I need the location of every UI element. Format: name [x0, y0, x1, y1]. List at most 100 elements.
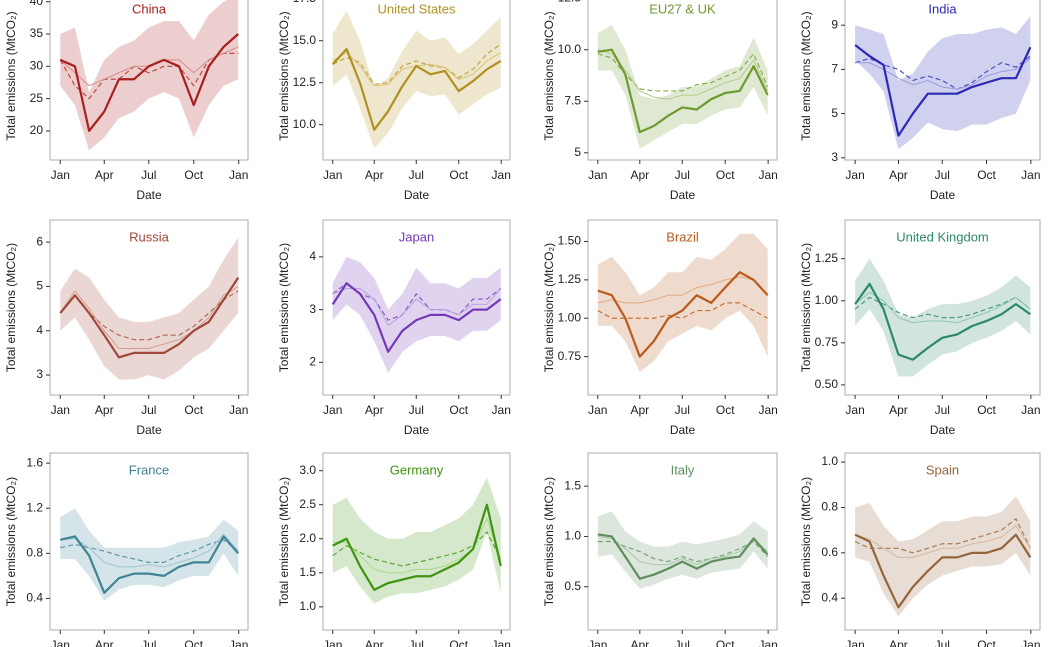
x-tick-label: Apr — [630, 403, 649, 417]
series-line — [854, 291, 1031, 324]
y-tick-label: 10.0 — [558, 42, 582, 56]
x-tick-label: Jul — [675, 638, 690, 647]
x-tick-label: Apr — [95, 638, 114, 647]
x-tick-label: Jan — [323, 403, 342, 417]
y-tick-label: 0.5 — [564, 579, 581, 593]
y-tick-label: 1.0 — [299, 599, 316, 613]
y-tick-label: 0.8 — [26, 546, 43, 560]
uncertainty-band — [597, 511, 768, 589]
y-tick-label: 9 — [831, 17, 838, 31]
panel-title: France — [129, 462, 169, 477]
x-tick-label: Apr — [95, 403, 114, 417]
y-tick-label: 0.4 — [821, 590, 838, 604]
x-tick-label: Jul — [409, 638, 424, 647]
x-tick-label: Oct — [449, 638, 468, 647]
series-line — [59, 290, 239, 341]
series-line — [60, 533, 239, 568]
y-axis-label: Total emissions (MtCO₂) — [542, 477, 556, 606]
x-tick-label: Jul — [141, 638, 156, 647]
panel-title: United Kingdom — [896, 229, 989, 244]
series-line — [60, 535, 240, 594]
y-axis-label: Total emissions (MtCO₂) — [277, 243, 291, 372]
y-tick-label: 35 — [30, 26, 44, 40]
series-line — [332, 288, 502, 326]
y-tick-label: 40 — [30, 0, 44, 8]
x-tick-label: Oct — [449, 403, 468, 417]
y-axis-label: Total emissions (MtCO₂) — [542, 11, 556, 140]
uncertainty-band — [597, 24, 768, 149]
uncertainty-band — [855, 496, 1031, 617]
panel-title: EU27 & UK — [649, 1, 716, 16]
x-tick-label: Oct — [184, 168, 203, 182]
y-tick-label: 0.50 — [815, 377, 839, 391]
panel-title: Germany — [390, 462, 444, 477]
x-tick-label: Jul — [935, 168, 950, 182]
x-tick-label: Apr — [630, 168, 649, 182]
panel-title: India — [928, 1, 957, 16]
x-axis-label: Date — [670, 188, 696, 202]
y-tick-label: 12.5 — [293, 75, 317, 89]
x-tick-label: Oct — [977, 638, 996, 647]
series-line — [59, 286, 239, 349]
x-tick-label: Jul — [935, 638, 950, 647]
panel-title: Russia — [129, 229, 170, 244]
x-axis-label: Date — [670, 423, 696, 437]
series-line — [854, 518, 1031, 554]
y-tick-label: 1.00 — [558, 310, 582, 324]
x-tick-label: Jan — [51, 168, 70, 182]
series-line — [332, 43, 502, 85]
series-line — [854, 282, 1032, 361]
y-tick-label: 1.6 — [26, 455, 43, 469]
uncertainty-band — [332, 477, 501, 604]
x-tick-label: Apr — [889, 168, 908, 182]
y-tick-label: 12.5 — [558, 0, 582, 4]
y-tick-label: 3 — [831, 150, 838, 164]
x-tick-label: Oct — [716, 638, 735, 647]
x-axis-label: Date — [404, 423, 430, 437]
uncertainty-band — [60, 0, 239, 151]
y-tick-label: 6 — [36, 234, 43, 248]
x-tick-label: Jul — [675, 403, 690, 417]
y-tick-label: 4 — [309, 249, 316, 263]
x-tick-label: Oct — [977, 168, 996, 182]
uncertainty-band — [332, 10, 501, 149]
y-tick-label: 25 — [30, 91, 44, 105]
x-tick-label: Jul — [935, 403, 950, 417]
series-line — [597, 302, 768, 319]
y-axis-label: Total emissions (MtCO₂) — [799, 477, 813, 606]
x-tick-label: Apr — [630, 638, 649, 647]
y-tick-label: 1.5 — [299, 565, 316, 579]
series-line — [597, 533, 769, 580]
y-tick-label: 10.0 — [293, 117, 317, 131]
y-tick-label: 4 — [36, 323, 43, 337]
x-tick-label: Jan — [229, 168, 248, 182]
series-line — [854, 525, 1031, 558]
x-tick-label: Apr — [365, 168, 384, 182]
x-tick-label: Apr — [95, 168, 114, 182]
x-tick-label: Oct — [184, 403, 203, 417]
y-axis-label: Total emissions (MtCO₂) — [542, 243, 556, 372]
uncertainty-band — [332, 256, 501, 373]
y-tick-label: 1.00 — [815, 293, 839, 307]
series-line — [331, 48, 502, 131]
panel-title: Italy — [671, 462, 695, 477]
x-tick-label: Jan — [229, 638, 248, 647]
series-line — [597, 535, 768, 566]
y-tick-label: 1.25 — [558, 272, 582, 286]
x-tick-label: Apr — [889, 403, 908, 417]
x-tick-label: Jul — [675, 168, 690, 182]
y-tick-label: 5 — [36, 279, 43, 293]
panel-title: Japan — [399, 229, 434, 244]
y-tick-label: 15.0 — [293, 33, 317, 47]
x-axis-label: Date — [136, 188, 162, 202]
series-line — [332, 531, 502, 567]
y-axis-label: Total emissions (MtCO₂) — [4, 243, 18, 372]
y-tick-label: 0.4 — [26, 591, 43, 605]
y-tick-label: 7 — [831, 62, 838, 76]
x-tick-label: Jan — [492, 403, 511, 417]
x-tick-label: Jan — [229, 403, 248, 417]
uncertainty-band — [855, 16, 1031, 149]
x-tick-label: Apr — [365, 403, 384, 417]
x-tick-label: Oct — [449, 168, 468, 182]
series-line — [332, 503, 502, 591]
